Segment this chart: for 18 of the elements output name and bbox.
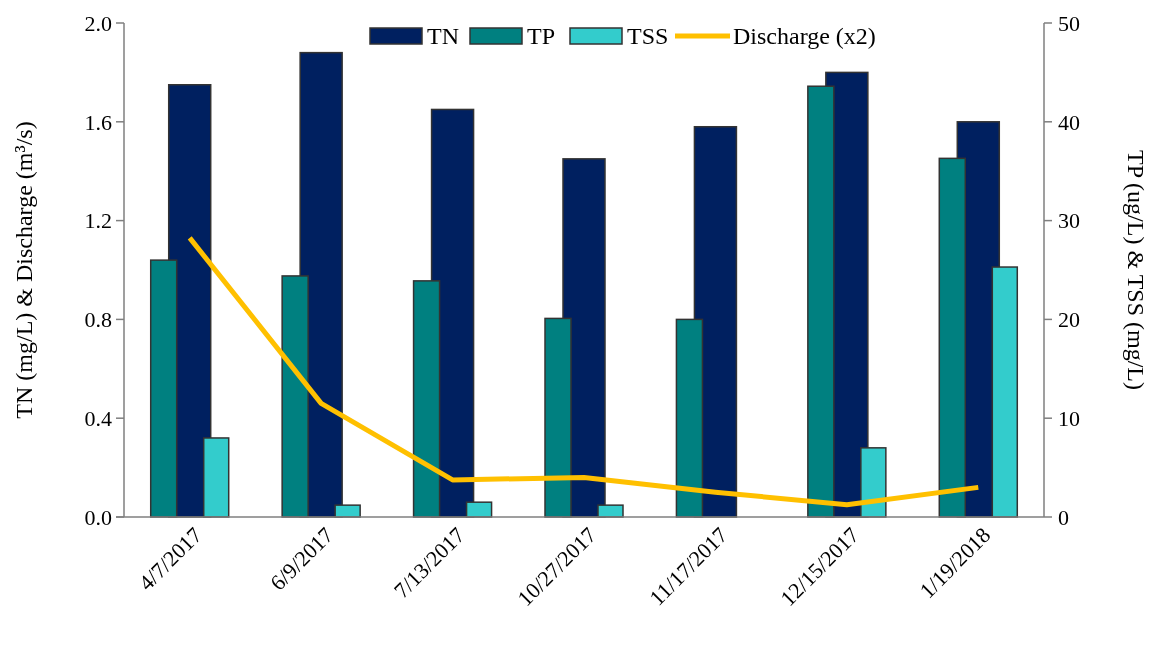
- y2-tick-label: 30: [1058, 208, 1080, 234]
- legend-label: TSS: [627, 23, 669, 50]
- y-tick-label: 1.2: [84, 208, 112, 234]
- legend-label: Discharge (x2): [733, 23, 876, 50]
- y2-axis-title: TP (ug/L) & TSS (mg/L): [1123, 150, 1149, 390]
- y-tick-label: 0.4: [84, 405, 112, 431]
- y2-tick-label: 10: [1058, 405, 1080, 431]
- y-tick-label: 1.6: [84, 109, 112, 135]
- y2-tick-label: 40: [1058, 109, 1080, 135]
- y2-tick-label: 0: [1058, 504, 1069, 530]
- y2-tick-label: 20: [1058, 307, 1080, 333]
- y-tick-label: 2.0: [84, 10, 112, 36]
- y2-tick-label: 50: [1058, 10, 1080, 36]
- legend-label: TN: [427, 23, 459, 50]
- y-axis-title: TN (mg/L) & Discharge (m³/s): [11, 121, 37, 419]
- legend-label: TP: [527, 23, 556, 50]
- y-tick-label: 0.0: [84, 504, 112, 530]
- y-tick-label: 0.8: [84, 307, 112, 333]
